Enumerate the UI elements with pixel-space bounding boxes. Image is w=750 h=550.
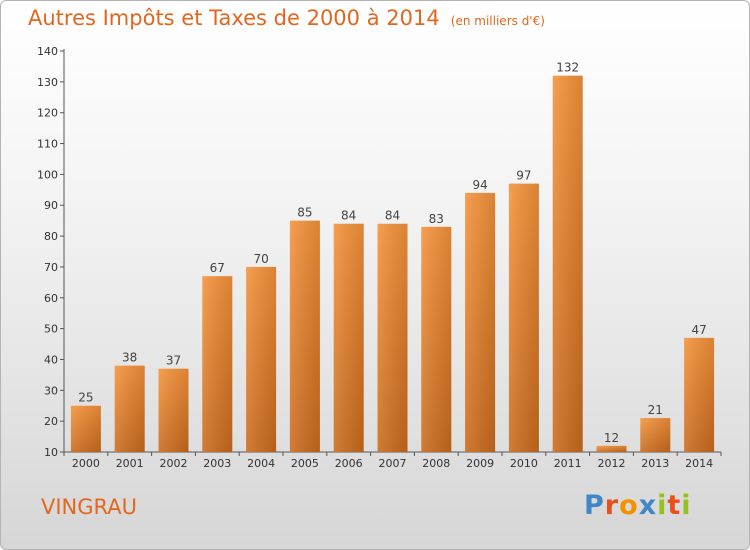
x-tick-label: 2013 <box>641 457 669 470</box>
bar-shade <box>246 266 277 452</box>
bar-shade <box>421 226 452 452</box>
chart-title-block: Autres Impôts et Taxes de 2000 à 2014 (e… <box>28 6 545 30</box>
bar-shade <box>333 223 364 452</box>
commune-name: VINGRAU <box>41 495 138 519</box>
y-tick-label: 120 <box>37 107 58 120</box>
data-label: 84 <box>341 209 356 223</box>
x-tick-label: 2011 <box>554 457 582 470</box>
logo-letter: o <box>619 490 639 521</box>
x-tick-label: 2003 <box>203 457 231 470</box>
y-tick-label: 130 <box>37 76 58 89</box>
data-label: 83 <box>429 212 444 226</box>
data-label: 21 <box>648 403 663 417</box>
data-label: 84 <box>385 209 400 223</box>
logo-letter: i <box>681 490 692 521</box>
x-tick-label: 2000 <box>72 457 100 470</box>
logo-letter: P <box>584 490 605 521</box>
bar-shade <box>70 405 101 452</box>
bar-shade <box>377 223 408 452</box>
bar-shade <box>508 183 539 452</box>
bar-shade <box>552 75 583 452</box>
y-tick-label: 20 <box>44 415 58 428</box>
bar-shade <box>202 276 233 452</box>
x-tick-label: 2005 <box>291 457 319 470</box>
x-tick-label: 2012 <box>598 457 626 470</box>
data-label: 85 <box>297 206 312 220</box>
logo-letter: i <box>657 490 668 521</box>
data-label: 12 <box>604 431 619 445</box>
data-label: 67 <box>210 261 225 275</box>
y-tick-label: 90 <box>44 199 58 212</box>
bar-shade <box>289 220 320 452</box>
data-label: 25 <box>78 391 93 405</box>
data-label: 70 <box>253 252 268 266</box>
data-label: 132 <box>556 61 579 75</box>
chart-title: Autres Impôts et Taxes de 2000 à 2014 <box>28 6 440 30</box>
data-label: 37 <box>166 354 181 368</box>
y-tick-label: 140 <box>37 45 58 58</box>
x-tick-label: 2008 <box>422 457 450 470</box>
y-tick-label: 100 <box>37 168 58 181</box>
logo-letter: x <box>638 490 658 521</box>
y-tick-label: 60 <box>44 292 58 305</box>
x-tick-label: 2010 <box>510 457 538 470</box>
y-tick-label: 10 <box>44 446 58 459</box>
bar-shade <box>640 418 671 452</box>
bar-shade <box>596 445 627 452</box>
y-tick-label: 40 <box>44 353 58 366</box>
y-tick-label: 30 <box>44 384 58 397</box>
x-tick-label: 2006 <box>335 457 363 470</box>
logo-letter: t <box>667 490 682 521</box>
chart-unit: (en milliers d'€) <box>450 14 545 28</box>
x-tick-label: 2007 <box>379 457 407 470</box>
data-label: 38 <box>122 351 137 365</box>
bar-shade <box>158 368 189 452</box>
x-tick-label: 2014 <box>685 457 713 470</box>
y-tick-label: 50 <box>44 323 58 336</box>
y-tick-label: 110 <box>37 138 58 151</box>
bar-shade <box>114 365 145 452</box>
bar-shade <box>465 192 496 452</box>
x-tick-label: 2001 <box>116 457 144 470</box>
x-tick-label: 2002 <box>160 457 188 470</box>
y-tick-label: 80 <box>44 230 58 243</box>
x-tick-label: 2009 <box>466 457 494 470</box>
bar-shade <box>684 337 715 452</box>
data-label: 94 <box>472 178 487 192</box>
x-tick-label: 2004 <box>247 457 275 470</box>
logo-letter: r <box>604 490 620 521</box>
data-label: 97 <box>516 169 531 183</box>
y-tick-label: 70 <box>44 261 58 274</box>
proxiti-logo: Proxiti <box>584 490 692 521</box>
data-label: 47 <box>691 323 706 337</box>
